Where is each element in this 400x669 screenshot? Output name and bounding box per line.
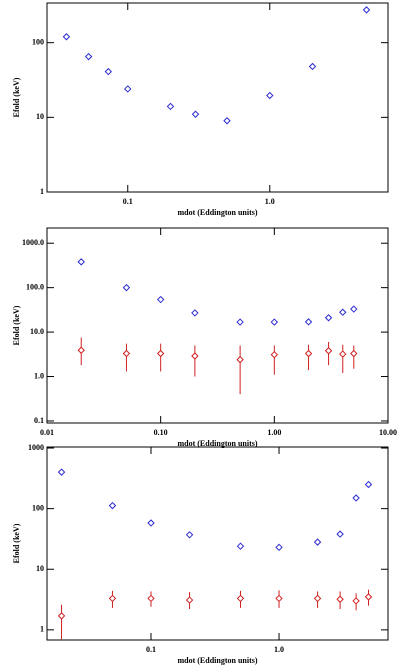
y-tick-label: 1 [40, 625, 44, 634]
plot-frame [46, 2, 389, 193]
data-point [156, 349, 165, 358]
x-tick-label: 10.00 [379, 428, 397, 437]
x-tick-label: 0.1 [123, 197, 133, 206]
y-tick-label: 100.0 [26, 282, 44, 291]
data-point [147, 519, 155, 527]
y-tick-label: 1000.0 [22, 238, 44, 247]
y-tick-label: 10.0 [30, 327, 44, 336]
data-point [185, 596, 194, 604]
data-point [236, 542, 245, 550]
data-point [352, 494, 360, 502]
data-point [156, 295, 165, 304]
plot-frame [46, 446, 389, 641]
data-point [122, 349, 131, 358]
x-tick-label: 0.01 [40, 428, 54, 437]
x-tick-label: 1.00 [267, 428, 281, 437]
data-point [324, 347, 333, 355]
data-point [339, 308, 347, 316]
data-point [313, 538, 322, 546]
data-point [304, 318, 313, 326]
y-tick-label: 100 [32, 503, 44, 512]
data-point [62, 33, 71, 41]
data-point [352, 597, 360, 605]
y-tick-label: 10 [36, 564, 44, 573]
data-point [191, 352, 199, 360]
data-point [236, 318, 244, 326]
x-tick-label: 1.0 [265, 197, 275, 206]
data-point [191, 110, 200, 118]
data-point [350, 305, 358, 313]
plot-frame [46, 227, 389, 424]
data-point [147, 594, 155, 603]
x-tick-label: 0.10 [154, 428, 168, 437]
data-point [313, 594, 322, 603]
data-point [236, 594, 245, 603]
data-point [324, 314, 333, 322]
y-tick-label: 100 [32, 38, 44, 47]
data-point [57, 612, 66, 620]
data-point [275, 594, 283, 603]
data-point [108, 501, 117, 510]
x-tick-label: 1.0 [274, 645, 284, 654]
data-point [185, 531, 194, 539]
y-tick-label: 10 [36, 112, 44, 121]
data-point [77, 346, 85, 354]
y-axis-label: Efold (keV) [12, 523, 21, 563]
data-point [336, 595, 344, 603]
data-point [364, 593, 373, 601]
data-point [57, 468, 66, 476]
data-point [84, 52, 93, 61]
data-point [270, 350, 279, 359]
data-point [270, 318, 279, 326]
y-axis-label: Efold (keV) [12, 305, 21, 345]
data-point [266, 91, 274, 100]
data-point [122, 283, 131, 292]
y-tick-label: 1000 [28, 443, 44, 452]
data-point [191, 309, 199, 317]
data-point [350, 349, 358, 358]
data-point [166, 102, 175, 111]
y-tick-label: 1.0 [34, 371, 44, 380]
y-tick-label: 0.1 [34, 416, 44, 425]
x-axis-label: mdot (Eddington units) [177, 208, 257, 217]
data-point [77, 258, 85, 266]
data-point [124, 85, 132, 93]
data-point [364, 480, 373, 489]
data-point [223, 117, 231, 125]
y-tick-label: 1 [40, 187, 44, 196]
data-point [304, 349, 313, 358]
y-axis-label: Efold (keV) [12, 77, 21, 117]
x-axis-label: mdot (Eddington units) [177, 439, 257, 448]
data-point [236, 355, 244, 364]
data-point [339, 350, 347, 358]
data-point [308, 62, 317, 71]
x-tick-label: 0.1 [146, 645, 156, 654]
data-point [336, 530, 344, 538]
x-axis-label: mdot (Eddington units) [177, 656, 257, 665]
data-point [104, 67, 113, 76]
data-point [362, 6, 371, 14]
data-point [108, 594, 117, 603]
data-point [275, 543, 283, 552]
